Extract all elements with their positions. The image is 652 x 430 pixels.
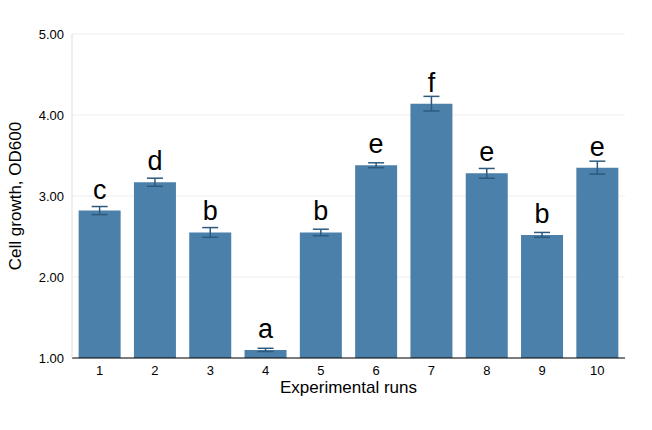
svg-text:3: 3 [207,363,214,378]
svg-text:6: 6 [373,363,380,378]
svg-text:Experimental runs: Experimental runs [280,378,417,397]
svg-text:9: 9 [538,363,545,378]
svg-text:2: 2 [151,363,158,378]
svg-text:2.00: 2.00 [39,270,64,285]
svg-text:e: e [369,129,384,159]
svg-text:3.00: 3.00 [39,189,64,204]
svg-text:8: 8 [483,363,490,378]
svg-text:7: 7 [428,363,435,378]
svg-text:b: b [313,196,328,226]
svg-text:Cell growth, OD600: Cell growth, OD600 [8,122,25,270]
svg-text:b: b [203,196,218,226]
svg-text:b: b [535,199,550,229]
svg-text:10: 10 [590,363,604,378]
svg-text:a: a [258,314,274,344]
svg-text:4: 4 [262,363,269,378]
svg-text:1.00: 1.00 [39,351,64,366]
svg-text:4.00: 4.00 [39,108,64,123]
svg-text:d: d [147,146,162,176]
svg-text:e: e [479,137,494,167]
svg-text:1: 1 [96,363,103,378]
svg-text:c: c [93,175,107,205]
svg-text:5: 5 [317,363,324,378]
svg-text:f: f [428,68,436,98]
svg-text:5.00: 5.00 [39,27,64,42]
svg-text:e: e [590,132,605,162]
